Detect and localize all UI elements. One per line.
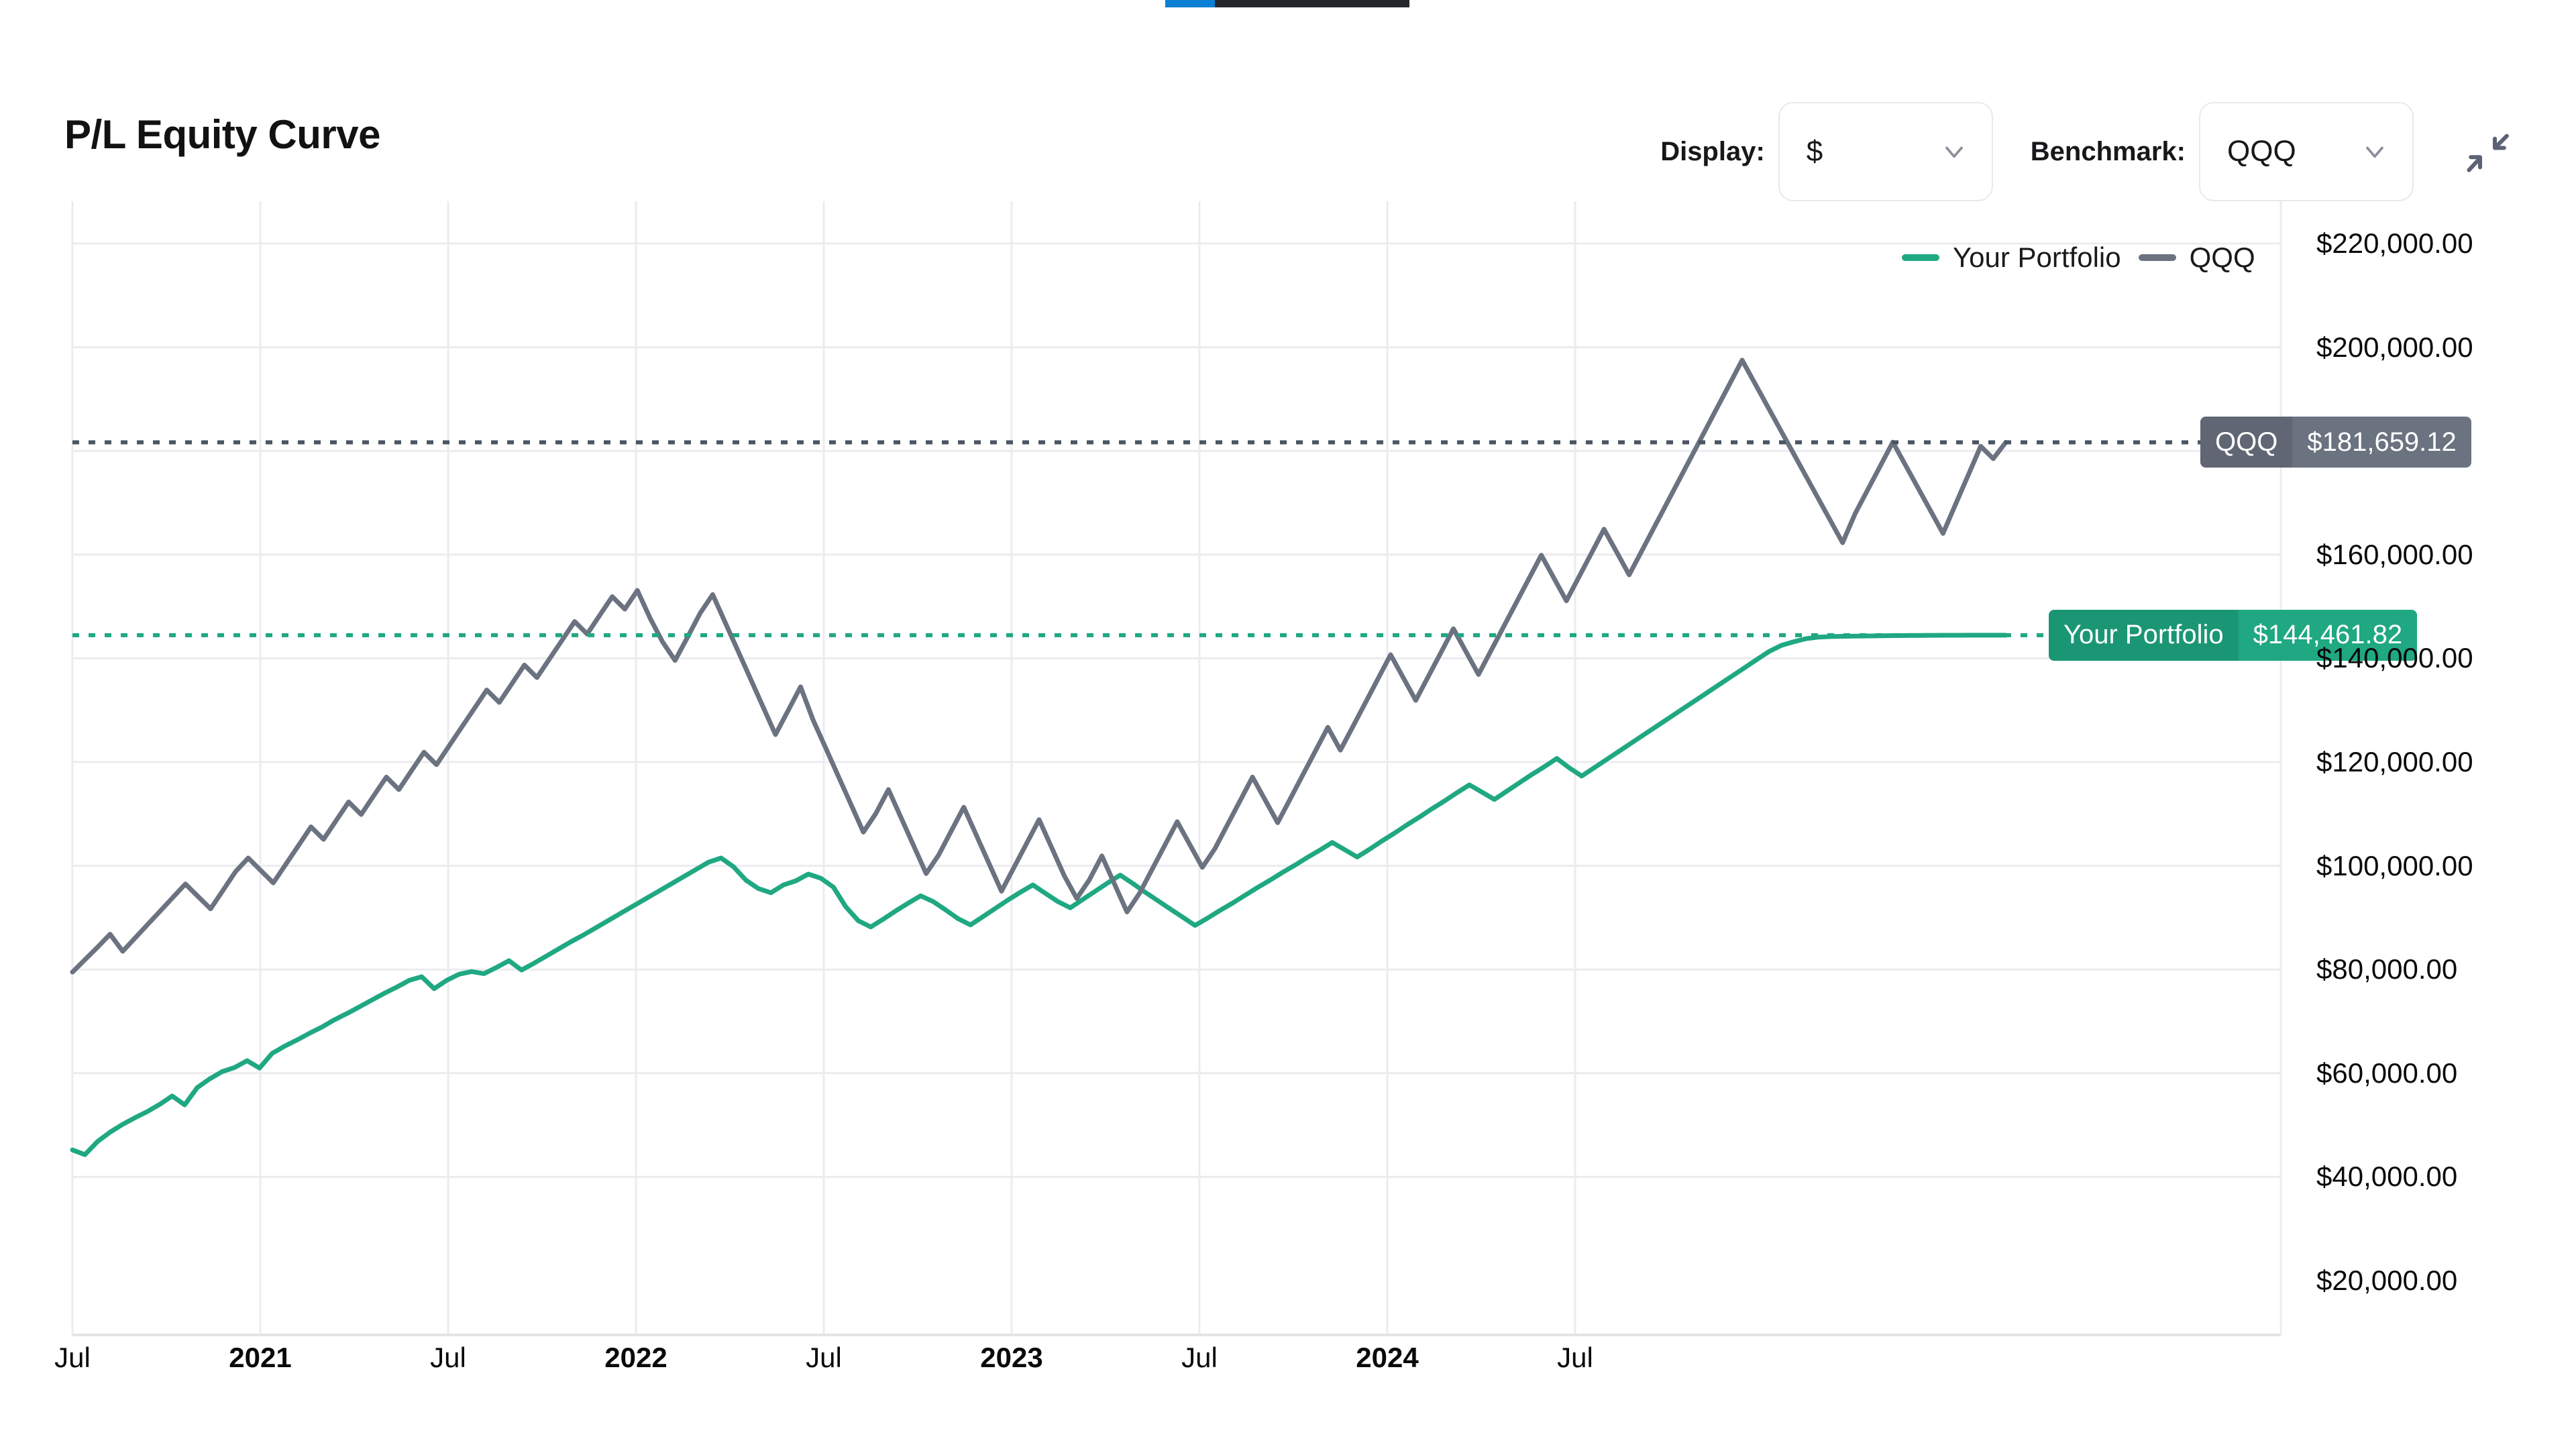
x-axis-tick-label: 2024 [1356,1342,1419,1373]
display-control-group: Display: $ [1660,102,1993,201]
chart-legend: Your Portfolio QQQ [1902,241,2255,274]
panel-header: P/L Equity Curve Display: $ Benchmark: Q… [0,47,2576,201]
x-axis-tick-label: Jul [1557,1342,1593,1373]
y-axis-tick-label: $80,000.00 [2316,953,2458,985]
benchmark-select[interactable]: QQQ [2199,102,2414,201]
qqq-value-badge: QQQ $181,659.12 [2200,417,2471,468]
chevron-down-icon [1939,137,1969,166]
y-axis-tick-label: $120,000.00 [2316,746,2473,777]
tradingview-logo [91,1446,171,1449]
badge-value: $144,461.82 [2253,620,2403,650]
top-strip-dark-segment [1215,0,1409,7]
y-axis-tick-label: $220,000.00 [2316,227,2473,259]
y-axis-tick-label: $160,000.00 [2316,538,2473,570]
page-title: P/L Equity Curve [64,112,381,157]
legend-item-portfolio: Your Portfolio [1902,241,2121,274]
legend-item-qqq: QQQ [2138,241,2255,274]
badge-series-name: Your Portfolio [2049,609,2239,661]
badge-value: $181,659.12 [2307,427,2457,457]
y-axis-tick-label: $140,000.00 [2316,642,2473,674]
display-label: Display: [1660,136,1765,166]
display-select[interactable]: $ [1778,102,1993,201]
top-strip-blue-segment [1165,0,1215,7]
header-controls: Display: $ Benchmark: QQQ [1660,102,2518,201]
legend-label: QQQ [2189,241,2255,273]
chevron-down-icon [2360,137,2390,166]
chart-area [0,201,2576,1449]
benchmark-label: Benchmark: [2030,136,2186,166]
benchmark-control-group: Benchmark: QQQ [2031,102,2414,201]
x-axis-tick-label: Jul [54,1342,91,1373]
x-axis-tick-label: 2021 [229,1342,292,1373]
y-axis-tick-label: $20,000.00 [2316,1265,2458,1296]
equity-curve-chart[interactable] [0,201,2576,1449]
legend-label: Your Portfolio [1953,241,2121,273]
x-axis-tick-label: Jul [1181,1342,1218,1373]
x-axis-tick-label: 2023 [980,1342,1043,1373]
legend-color-swatch [1902,254,1939,261]
top-progress-strip [1165,0,1409,7]
badge-series-name: QQQ [2200,417,2293,468]
benchmark-select-value: QQQ [2227,135,2296,168]
y-axis-tick-label: $40,000.00 [2316,1161,2458,1193]
y-axis-tick-label: $200,000.00 [2316,331,2473,363]
series-your-portfolio [70,633,2008,1157]
x-axis-tick-label: Jul [430,1342,466,1373]
display-select-value: $ [1806,135,1823,168]
legend-color-swatch [2138,254,2176,261]
y-axis-tick-label: $60,000.00 [2316,1057,2458,1089]
collapse-arrows-icon[interactable] [2457,121,2518,182]
portfolio-value-badge: Your Portfolio $144,461.82 [2049,609,2418,661]
series-qqq [70,358,2008,975]
x-axis-tick-label: 2022 [604,1342,667,1373]
y-axis-tick-label: $100,000.00 [2316,849,2473,881]
x-axis-tick-label: Jul [806,1342,842,1373]
